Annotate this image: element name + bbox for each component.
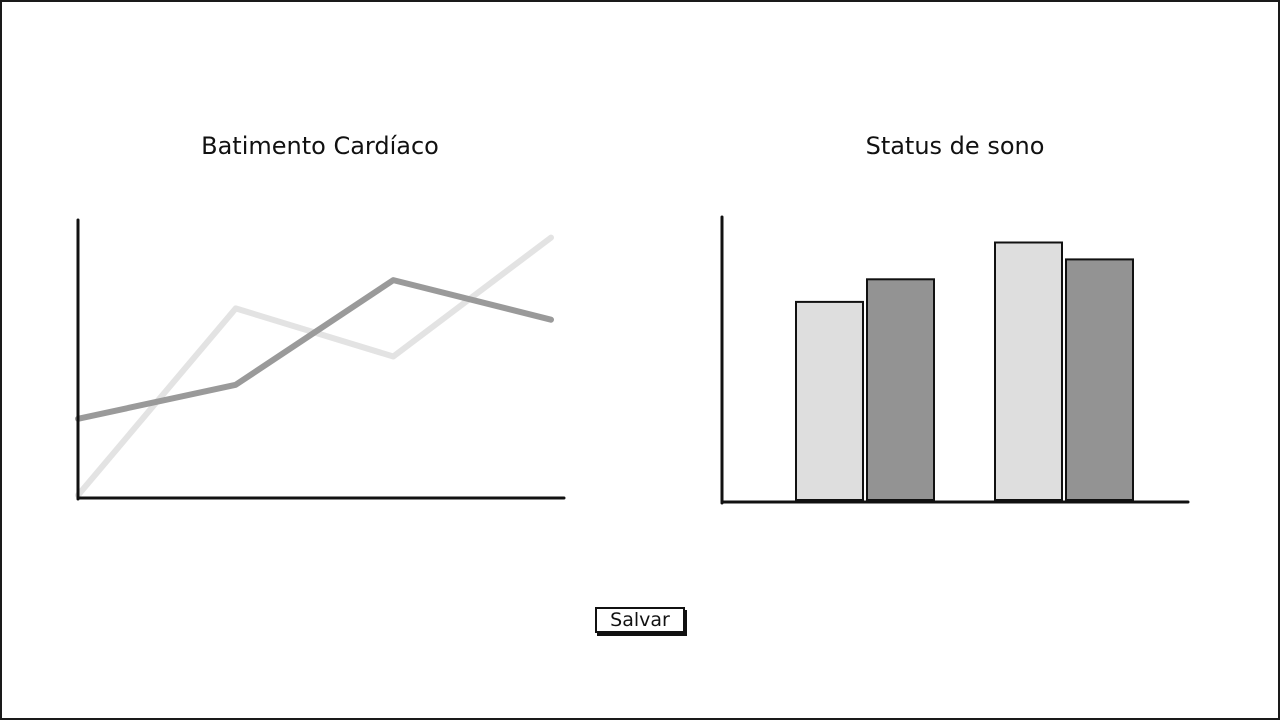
line-series-2: [75, 277, 554, 422]
heart-rate-chart-title: Batimento Cardíaco: [201, 132, 439, 160]
sleep-status-chart-title: Status de sono: [865, 132, 1045, 160]
bar-group-1-series-2: [866, 278, 935, 501]
save-button[interactable]: Salvar: [595, 607, 685, 633]
bar-group-2-series-1: [994, 241, 1063, 501]
bar-group-2-series-2: [1065, 258, 1134, 501]
bar-group-1-series-1: [795, 300, 864, 501]
